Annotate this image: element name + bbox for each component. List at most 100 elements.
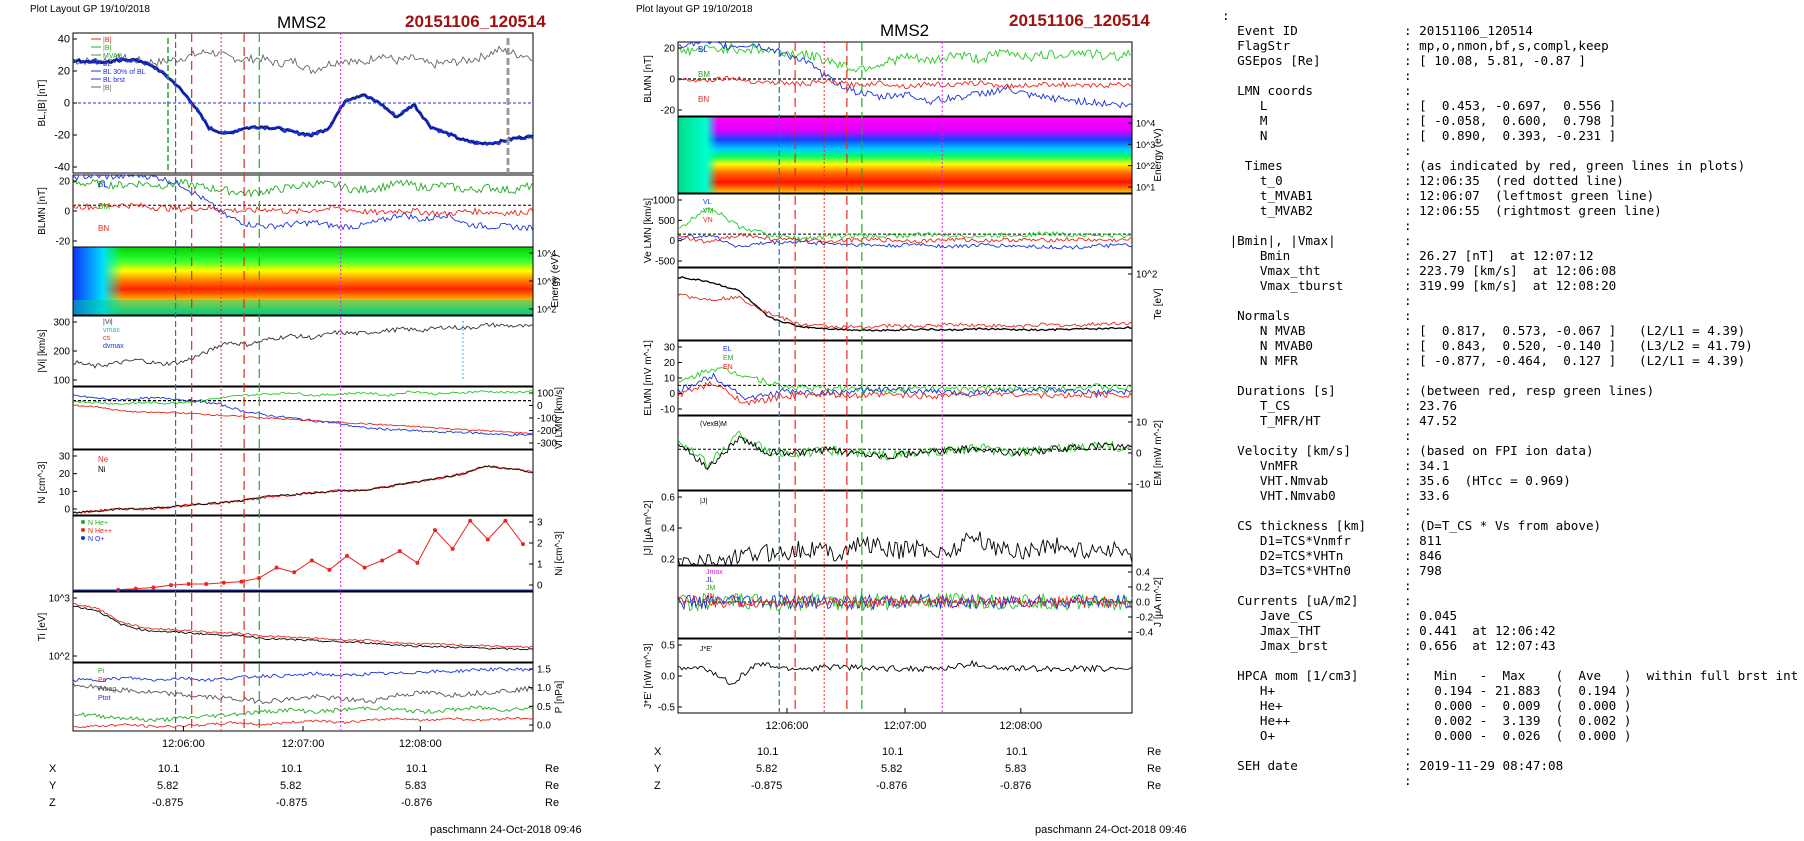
left-p6-ticklabel-2: 10 <box>59 487 71 498</box>
mid-m3-series-VN <box>677 232 1133 244</box>
mid-m3-legend-1: VM <box>703 208 714 215</box>
left-time-label-1: 12:07:00 <box>282 738 325 750</box>
left-p9-legend-2: Pmag <box>98 686 116 693</box>
mid-m4-ylabel: Te [eV] <box>1153 288 1164 319</box>
info-line: |Bmin|, |Vmax| : <box>1222 233 1412 248</box>
mid-m9-ticklabel-2: -0.5 <box>658 703 676 714</box>
left-p6-ticklabel-3: 0 <box>64 505 70 516</box>
mid-m4-series-Te <box>677 275 1133 332</box>
mid-m3-ticklabel-3: -500 <box>655 257 675 268</box>
mid-m2-ylabel: Energy (eV) <box>1153 128 1164 181</box>
info-line: : <box>1222 218 1412 233</box>
info-line: N MFR : [ -0.877, -0.464, 0.127 ] (L2/L1… <box>1222 353 1746 368</box>
spectrogram-mid <box>678 117 1132 193</box>
left-p1-legend-0: |B| <box>103 37 111 44</box>
footer-mid: paschmann 24-Oct-2018 09:46 <box>1035 824 1187 836</box>
left-p9-series-Ptot <box>72 666 534 683</box>
info-line: Times : (as indicated by red, green line… <box>1222 158 1746 173</box>
left-p6-ticklabel-1: 20 <box>59 469 71 480</box>
eph-left-y-label: Y <box>49 780 57 792</box>
eph-mid-z-unit: Re <box>1147 780 1161 792</box>
mid-m3-ticklabel-1: 500 <box>658 216 675 227</box>
mid-m6-ticklabel-0: 10 <box>1136 418 1148 429</box>
info-line: : <box>1222 8 1230 23</box>
info-line: N MVAB : [ 0.817, 0.573, -0.067 ] (L2/L1… <box>1222 323 1746 338</box>
left-p4-ticklabel-0: 300 <box>53 318 70 329</box>
info-line: : <box>1222 143 1412 158</box>
left-p2-series-BN <box>72 202 534 217</box>
left-p2-ticklabel-1: 0 <box>64 207 70 218</box>
eph-mid-z-v0: -0.875 <box>751 780 782 792</box>
mid-m1-legend-0: BL <box>698 45 708 54</box>
eph-left-y-unit: Re <box>545 780 559 792</box>
info-line: : <box>1222 578 1412 593</box>
mid-m5-ticklabel-4: -10 <box>661 405 676 416</box>
left-p6-ylabel: N [cm^-3] <box>37 461 48 504</box>
mid-m6-series-EM <box>677 435 1133 471</box>
left-p9-ticklabel-3: 0.0 <box>537 721 551 732</box>
info-line: HPCA mom [1/cm3] : Min - Max ( Ave ) wit… <box>1222 668 1799 683</box>
eph-mid-y-v2: 5.83 <box>1005 763 1026 775</box>
mid-m3-series-VL <box>677 234 1133 250</box>
left-p8-ylabel: Ti [eV] <box>37 613 48 642</box>
eph-mid-y-v0: 5.82 <box>756 763 777 775</box>
mid-m8-ticklabel-0: 0.4 <box>1136 568 1150 579</box>
mid-m3-ticklabel-2: 0 <box>669 236 675 247</box>
info-line: Normals : <box>1222 308 1412 323</box>
left-panel-9-frame <box>72 662 534 732</box>
mid-m4-ticklabel-0: 10^2 <box>1136 270 1158 281</box>
mid-m2-ticklabel-0: 10^4 <box>1136 119 1155 129</box>
left-p8-ticklabel-1: 10^2 <box>49 652 71 663</box>
mid-m7-ylabel: |J| [µA m^-2] <box>643 500 654 555</box>
mid-m3-series-VM <box>677 207 1133 242</box>
info-line: : <box>1222 428 1412 443</box>
mid-m8-legend-2: JM <box>706 585 716 592</box>
eph-left-y-v2: 5.83 <box>405 780 426 792</box>
left-p1-ticklabel-1: 20 <box>58 66 70 78</box>
left-p3-ylabel: Energy (eV) <box>550 254 561 307</box>
eph-mid-z-v2: -0.876 <box>1000 780 1031 792</box>
mid-panel-6-frame <box>677 415 1133 491</box>
info-line: D2=TCS*VHTn : 846 <box>1222 548 1442 563</box>
left-p7-series-Hepp <box>118 519 524 591</box>
info-line: Bmin : 26.27 [nT] at 12:07:12 <box>1222 248 1594 263</box>
left-p1-legend-3: BL <box>103 61 112 68</box>
mid-m4-series-Te-par <box>677 293 1133 330</box>
eph-mid-z-label: Z <box>654 780 661 792</box>
info-line: VHT.Nmvab0 : 33.6 <box>1222 488 1450 503</box>
mid-m8-legend-1: JL <box>706 577 714 584</box>
mid-m5-legend-2: EN <box>723 364 733 371</box>
left-p7-legend-dot-2 <box>81 536 85 540</box>
left-panel-5-frame <box>72 386 534 450</box>
mid-m3-ylabel: Ve LMN [km/s] <box>643 198 654 263</box>
mid-m7-series-J <box>677 531 1133 567</box>
left-p2-legend-1: BM <box>98 202 110 211</box>
info-line: H+ : 0.194 - 21.883 ( 0.194 ) <box>1222 683 1632 698</box>
info-line: t_MVAB1 : 12:06:07 (leftmost green line) <box>1222 188 1655 203</box>
left-p2-ticklabel-2: -20 <box>56 237 71 248</box>
left-panel-8-frame <box>72 591 534 663</box>
left-p6-series-Ni <box>72 465 534 514</box>
left-p5-ticklabel-2: -100 <box>537 414 557 425</box>
left-time-label-2: 12:08:00 <box>399 738 442 750</box>
left-panel-6-frame <box>72 449 534 516</box>
info-line: L : [ 0.453, -0.697, 0.556 ] <box>1222 98 1617 113</box>
eph-left-x-v2: 10.1 <box>406 763 427 775</box>
info-line: : <box>1222 68 1412 83</box>
eph-left-y-v1: 5.82 <box>280 780 301 792</box>
mid-m8-legend-0: Jmax <box>706 569 723 576</box>
mid-m8-series-JL <box>677 593 1133 611</box>
mid-m8-ticklabel-3: -0.2 <box>1136 613 1154 624</box>
info-line: : <box>1222 293 1412 308</box>
mid-m7-ticklabel-0: 0.6 <box>661 493 675 504</box>
mid-m1-ylabel: BLMN [nT] <box>643 55 654 103</box>
info-line: GSEpos [Re] : [ 10.08, 5.81, -0.87 ] <box>1222 53 1586 68</box>
left-p1-ylabel: BL,|B| [nT] <box>37 79 48 126</box>
left-p6-series-Ne <box>72 464 534 515</box>
left-p9-series-Pi <box>73 705 534 723</box>
left-p3-ticklabel-1: 10^3 <box>537 277 556 287</box>
footer-left: paschmann 24-Oct-2018 09:46 <box>430 824 582 836</box>
left-p2-series-BM <box>72 178 534 198</box>
left-p7-ticklabel-2: 1 <box>537 560 543 571</box>
left-p9-ticklabel-1: 1.0 <box>537 683 551 694</box>
